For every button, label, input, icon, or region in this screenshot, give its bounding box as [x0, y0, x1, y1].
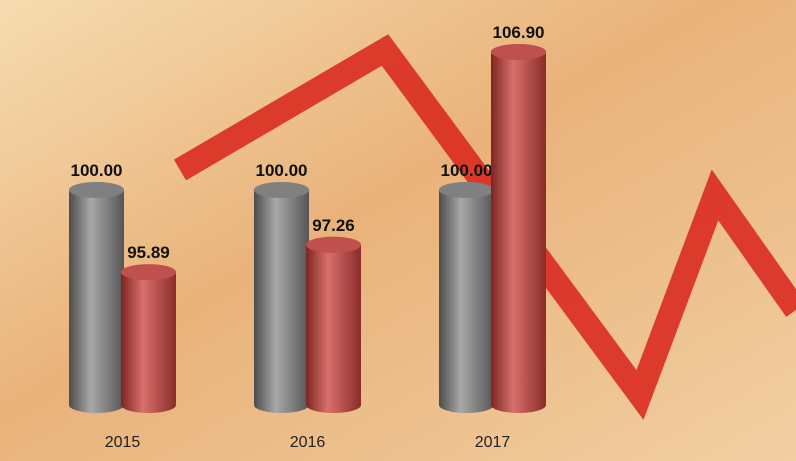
x-tick-label: 2017	[475, 434, 511, 451]
x-tick-label: 2016	[290, 434, 326, 451]
bar	[439, 182, 494, 413]
bar	[306, 237, 361, 413]
cylinder-top	[254, 182, 309, 198]
cylinder-body	[439, 182, 494, 413]
cylinder-body	[306, 237, 361, 413]
value-label: 95.89	[127, 243, 170, 262]
bar	[121, 264, 176, 413]
cylinder-top	[491, 44, 546, 60]
bar	[254, 182, 309, 413]
cylinder-body	[254, 182, 309, 413]
cylinder-top	[306, 237, 361, 253]
value-label: 100.00	[71, 161, 123, 180]
cylinder-top	[121, 264, 176, 280]
chart: 2015 100.00 95.89 2016 100.00 97.26 2017 100.00…	[0, 0, 796, 461]
bar	[69, 182, 124, 413]
x-tick-label: 2015	[105, 434, 141, 451]
cylinder-body	[69, 182, 124, 413]
value-label: 97.26	[312, 216, 355, 235]
value-label: 100.00	[256, 161, 308, 180]
cylinder-top	[69, 182, 124, 198]
value-label: 100.00	[441, 161, 493, 180]
value-label: 106.90	[493, 23, 545, 42]
bar	[491, 44, 546, 413]
cylinder-body	[491, 44, 546, 413]
cylinder-body	[121, 264, 176, 413]
cylinder-top	[439, 182, 494, 198]
